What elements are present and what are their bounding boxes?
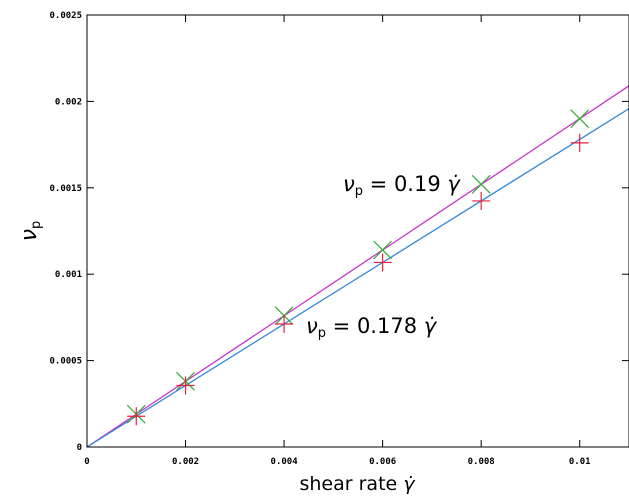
- x-tick-label: 0: [84, 457, 89, 467]
- fit-lines: [86, 85, 629, 448]
- data-point-plus: [373, 253, 392, 272]
- x-tick-label: 0.01: [569, 457, 591, 467]
- x-tick-label: 0.006: [369, 457, 396, 467]
- data-point-cross: [471, 174, 491, 194]
- data-points: [126, 109, 590, 426]
- fit-line-lower: [86, 108, 629, 448]
- y-tick-label: 0.0015: [49, 184, 82, 194]
- y-tick-label: 0.0025: [49, 11, 82, 21]
- plot-frame: [86, 14, 629, 448]
- y-tick-label: 0.0005: [49, 357, 82, 367]
- annotation-fit-upper: νp = 0.19 γ̇: [343, 172, 461, 199]
- data-point-plus: [176, 376, 195, 395]
- data-point-plus: [570, 133, 589, 152]
- x-tick-label: 0.002: [172, 457, 199, 467]
- fit-line-upper: [86, 85, 629, 448]
- data-point-plus: [275, 314, 294, 333]
- x-tick-label: 0.008: [468, 457, 495, 467]
- x-tick-label: 0.004: [271, 457, 299, 467]
- y-tick-label: 0: [77, 443, 82, 453]
- data-point-plus: [472, 191, 491, 210]
- x-axis-title: shear rate γ̇: [299, 473, 416, 495]
- data-point-cross: [373, 240, 393, 260]
- y-tick-label: 0.001: [55, 270, 82, 280]
- annotation-fit-lower: νp = 0.178 γ̇: [306, 314, 438, 341]
- axis-ticks: 0 0.002 0.004 0.006 0.008 0.01 0 0.0005 0.001 0.0…: [49, 11, 629, 467]
- y-tick-label: 0.002: [55, 97, 82, 107]
- y-axis-title: νp: [17, 221, 44, 242]
- data-point-plus: [127, 407, 146, 426]
- data-point-cross: [570, 109, 590, 129]
